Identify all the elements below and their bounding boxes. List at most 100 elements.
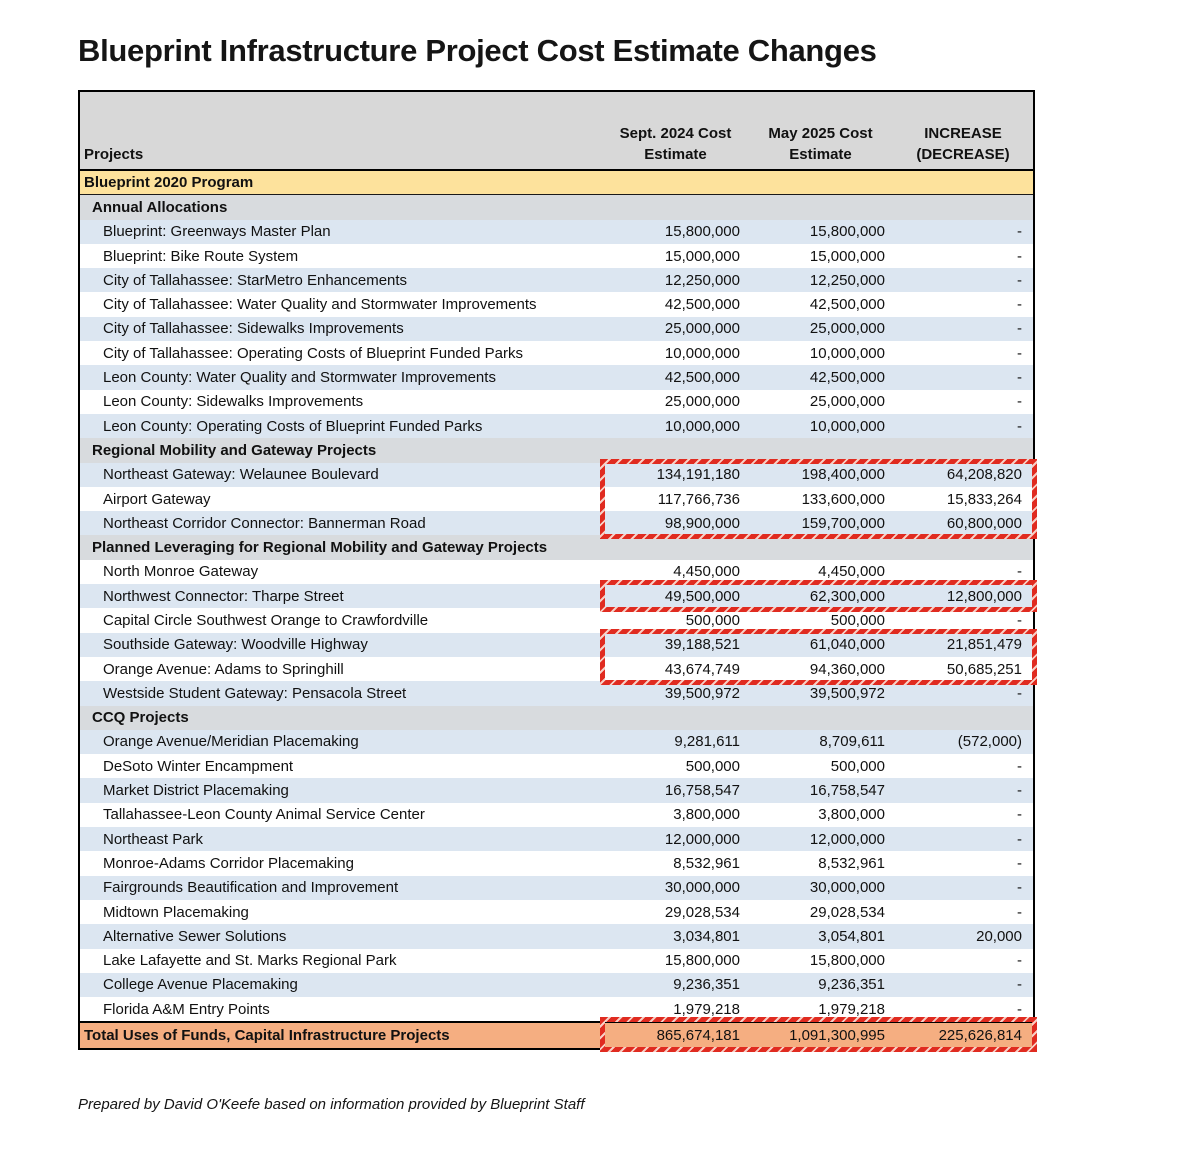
change-value: -	[1017, 611, 1022, 629]
project-label: Northeast Gateway: Welaunee Boulevard	[103, 466, 379, 484]
project-row: Alternative Sewer Solutions 3,034,801 3,05…	[80, 924, 1033, 949]
project-row: Lake Lafayette and St. Marks Regional Pa…	[80, 948, 1033, 973]
change-value: 21,851,479	[946, 636, 1022, 654]
project-label: Florida A&M Entry Points	[103, 1000, 270, 1018]
total-row: Total Uses of Funds, Capital Infrastruct…	[80, 1021, 1033, 1049]
project-row: City of Tallahassee: StarMetro Enhanceme…	[80, 268, 1033, 293]
sept-2024-value: 500,000	[685, 611, 740, 629]
project-row: City of Tallahassee: Sidewalks Improveme…	[80, 316, 1033, 342]
section-header-row: Planned Leveraging for Regional Mobility…	[80, 535, 1033, 560]
cost-table: Projects Sept. 2024 Cost Estimate May 20…	[78, 90, 1037, 1052]
may-2025-header-line1: May 2025 Cost	[768, 124, 873, 142]
sept-2024-header-line2: Estimate	[644, 146, 707, 164]
project-label: Orange Avenue: Adams to Springhill	[103, 660, 344, 678]
project-row: Northeast Gateway: Welaunee Boulevard 134…	[80, 462, 1033, 487]
may-2025-value: 10,000,000	[809, 417, 885, 435]
project-label: Tallahassee-Leon County Animal Service C…	[103, 806, 425, 824]
project-label: Airport Gateway	[103, 490, 211, 508]
sept-2024-value: 134,191,180	[656, 466, 740, 484]
may-2025-value: 39,500,972	[809, 684, 885, 702]
project-label: Capital Circle Southwest Orange to Crawf…	[103, 611, 429, 629]
project-label: DeSoto Winter Encampment	[103, 757, 294, 775]
sept-2024-value: 8,532,961	[673, 854, 740, 872]
change-value: 20,000	[976, 927, 1022, 945]
change-value: -	[1017, 757, 1022, 775]
sept-2024-value: 25,000,000	[664, 393, 740, 411]
sept-2024-value: 98,900,000	[664, 514, 740, 532]
increase-decrease-column-header: INCREASE (DECREASE)	[893, 123, 1033, 170]
project-row: Blueprint: Bike Route System 15,000,000 15…	[80, 243, 1033, 269]
project-row: North Monroe Gateway 4,450,000 4,450,000 -	[80, 559, 1033, 585]
sept-2024-value: 9,281,611	[674, 733, 740, 751]
program-header-label: Blueprint 2020 Program	[84, 174, 254, 192]
sept-2024-value: 117,766,736	[657, 490, 740, 508]
sept-2024-value: 4,450,000	[673, 563, 740, 581]
change-value: -	[1017, 344, 1022, 362]
change-value: -	[1017, 854, 1022, 872]
total-sept-2024-value: 865,674,181	[656, 1027, 740, 1045]
may-2025-value: 3,800,000	[818, 806, 885, 824]
project-row: DeSoto Winter Encampment 500,000 500,000 -	[80, 754, 1033, 779]
may-2025-value: 12,000,000	[809, 830, 885, 848]
change-value: -	[1017, 684, 1022, 702]
section-header-row: CCQ Projects	[80, 705, 1033, 730]
may-2025-value: 3,054,801	[818, 927, 885, 945]
may-2025-value: 15,800,000	[809, 223, 885, 241]
project-label: Northeast Park	[103, 830, 204, 848]
project-row: College Avenue Placemaking 9,236,351 9,236…	[80, 972, 1033, 998]
project-label: City of Tallahassee: Water Quality and S…	[103, 296, 537, 314]
sept-2024-value: 3,800,000	[673, 806, 740, 824]
change-value: 64,208,820	[946, 466, 1022, 484]
table-header-row: Projects Sept. 2024 Cost Estimate May 20…	[80, 92, 1033, 171]
may-2025-column-header: May 2025 Cost Estimate	[748, 123, 893, 170]
project-row: Orange Avenue/Meridian Placemaking 9,281,…	[80, 729, 1033, 755]
sept-2024-value: 42,500,000	[664, 296, 740, 314]
section-header-label: Annual Allocations	[92, 198, 228, 216]
change-value: -	[1017, 417, 1022, 435]
may-2025-value: 500,000	[830, 611, 885, 629]
change-value: -	[1017, 806, 1022, 824]
project-label: City of Tallahassee: StarMetro Enhanceme…	[103, 271, 408, 289]
may-2025-value: 10,000,000	[809, 344, 885, 362]
may-2025-value: 133,600,000	[801, 490, 885, 508]
project-label: City of Tallahassee: Operating Costs of …	[103, 344, 523, 362]
project-label: North Monroe Gateway	[103, 563, 259, 581]
may-2025-value: 25,000,000	[809, 393, 885, 411]
project-row: City of Tallahassee: Water Quality and S…	[80, 292, 1033, 317]
change-value: -	[1017, 782, 1022, 800]
project-label: Orange Avenue/Meridian Placemaking	[103, 733, 359, 751]
sept-2024-value: 9,236,351	[673, 976, 740, 994]
may-2025-value: 8,532,961	[818, 854, 885, 872]
section-header-row: Regional Mobility and Gateway Projects	[80, 438, 1033, 463]
may-2025-value: 9,236,351	[818, 976, 885, 994]
section-header-label: Regional Mobility and Gateway Projects	[92, 441, 377, 459]
project-label: Midtown Placemaking	[103, 903, 249, 921]
may-2025-value: 159,700,000	[801, 514, 885, 532]
project-row: Market District Placemaking 16,758,547 16,…	[80, 778, 1033, 803]
project-row: Monroe-Adams Corridor Placemaking 8,532,9…	[80, 851, 1033, 876]
change-value: -	[1017, 830, 1022, 848]
table-rows: Blueprint 2020 Program Annual Allocations…	[80, 171, 1033, 1022]
sept-2024-value: 15,800,000	[664, 952, 740, 970]
change-value: (572,000)	[957, 733, 1022, 751]
sept-2024-column-header: Sept. 2024 Cost Estimate	[603, 123, 748, 170]
project-label: Market District Placemaking	[103, 782, 289, 800]
may-2025-value: 4,450,000	[818, 563, 885, 581]
may-2025-value: 25,000,000	[809, 320, 885, 338]
change-value: -	[1017, 879, 1022, 897]
change-value: -	[1017, 976, 1022, 994]
sept-2024-value: 43,674,749	[664, 660, 740, 678]
sept-2024-value: 16,758,547	[664, 782, 740, 800]
change-value: 15,833,264	[946, 490, 1022, 508]
change-value: -	[1017, 952, 1022, 970]
sept-2024-value: 39,500,972	[664, 684, 740, 702]
project-label: Monroe-Adams Corridor Placemaking	[103, 854, 354, 872]
sept-2024-value: 30,000,000	[664, 879, 740, 897]
project-row: Orange Avenue: Adams to Springhill 43,674…	[80, 656, 1033, 682]
project-label: Westside Student Gateway: Pensacola Stre…	[103, 684, 407, 702]
may-2025-value: 1,979,218	[818, 1000, 885, 1018]
project-row: Leon County: Water Quality and Stormwate…	[80, 365, 1033, 390]
project-row: Midtown Placemaking 29,028,534 29,028,534 -	[80, 899, 1033, 925]
may-2025-value: 29,028,534	[809, 903, 885, 921]
may-2025-value: 16,758,547	[809, 782, 885, 800]
